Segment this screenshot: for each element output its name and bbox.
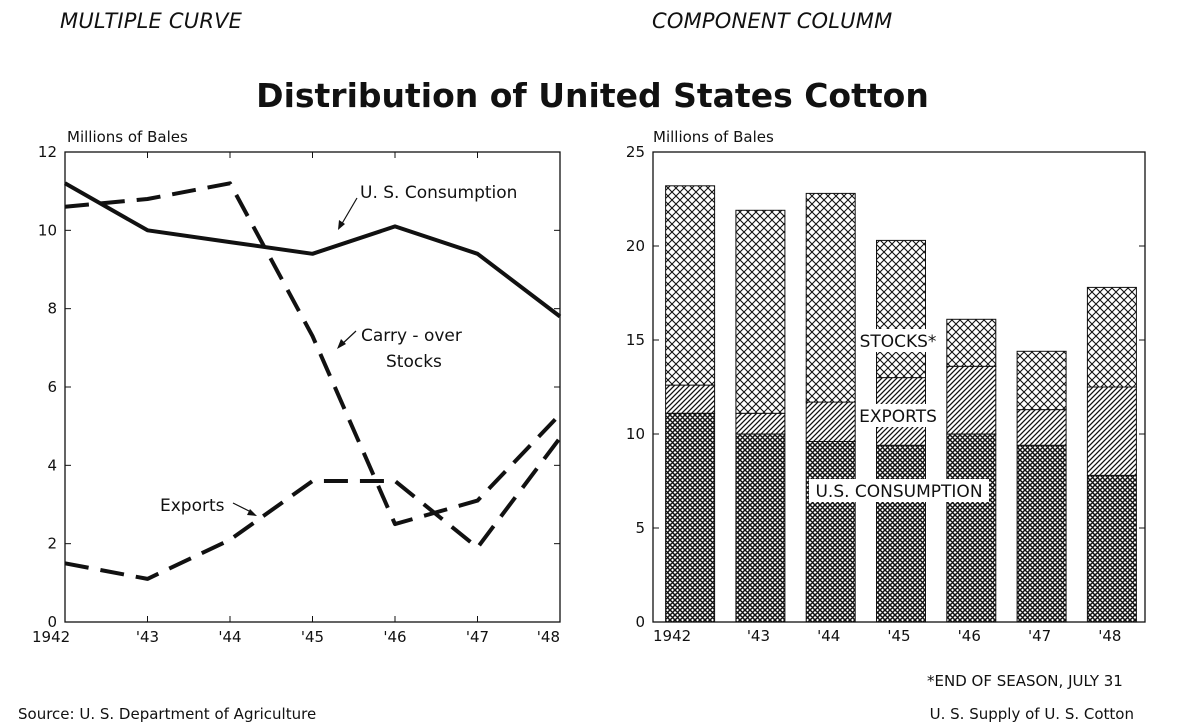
right-y-tick-label: 20 [626, 237, 645, 255]
left-x-tick-label: 1942 [32, 628, 70, 646]
right-x-tick-label: '45 [887, 627, 910, 645]
bar-segment-u-s-consumption-6 [1086, 474, 1137, 623]
figure-title: Distribution of United States Cotton [256, 76, 929, 115]
left-chart-type-label: MULTIPLE CURVE [60, 9, 243, 33]
left-y-axis-label: Millions of Bales [67, 128, 188, 146]
left-plot-frame [64, 151, 561, 623]
season-footnote: *END OF SEASON, JULY 31 [927, 672, 1123, 690]
left-line-chart: Millions of Bales 0 2 4 6 8 10 12 1942 '43 '44 '4… [32, 128, 562, 646]
left-x-tick-label: '45 [301, 628, 324, 646]
left-x-tick-label: '43 [136, 628, 159, 646]
left-series-lines [64, 181, 562, 581]
left-x-tick-label: '48 [537, 628, 560, 646]
left-y-tick-label: 12 [38, 143, 57, 161]
left-series-line-1 [64, 181, 562, 527]
bar-segment-stocks--0 [665, 185, 716, 386]
bar-segment-stocks--6 [1086, 286, 1137, 388]
consumption-label-arrow [338, 197, 358, 230]
left-y-tick-label: 6 [47, 378, 57, 396]
bar-segment-u-s-consumption-3 [876, 444, 926, 623]
right-y-ticks: 0 5 10 15 20 25 [626, 143, 1145, 631]
right-x-tick-label: '46 [958, 627, 981, 645]
bar-segment-u-s-consumption-0 [665, 412, 716, 623]
exports-segment-label-text: EXPORTS [859, 407, 937, 427]
exports-label-arrow [232, 502, 257, 516]
bar-segment-exports-6 [1086, 386, 1137, 476]
right-y-axis-label: Millions of Bales [653, 128, 774, 146]
bar-segment-exports-5 [1016, 409, 1067, 446]
right-x-ticks: 1942 '43 '44 '45 '46 '47 '48 [653, 627, 1121, 645]
left-y-tick-label: 10 [38, 221, 57, 239]
bar-segment-stocks--1 [735, 209, 786, 414]
left-y-ticks: 0 2 4 6 8 10 12 [38, 143, 560, 631]
right-x-tick-label: '43 [747, 627, 770, 645]
consumption-line-label: U. S. Consumption [360, 183, 517, 203]
right-y-tick-label: 15 [626, 331, 645, 349]
left-x-ticks: 1942 '43 '44 '45 '46 '47 '48 [32, 152, 560, 646]
source-note: Source: U. S. Department of Agriculture [18, 705, 316, 723]
bar-segment-u-s-consumption-5 [1016, 444, 1067, 623]
consumption-segment-label: U.S. CONSUMPTION [809, 479, 989, 502]
bar-segment-exports-0 [665, 384, 716, 414]
left-x-tick-label: '46 [383, 628, 406, 646]
stocks-line-label-line2: Stocks [386, 352, 442, 372]
left-x-tick-label: '44 [218, 628, 241, 646]
right-y-tick-label: 10 [626, 425, 645, 443]
right-x-tick-label: '48 [1098, 627, 1121, 645]
bar-segment-u-s-consumption-2 [805, 441, 856, 623]
bar-segment-stocks--3 [876, 239, 926, 379]
right-plot-frame [652, 151, 1146, 623]
bar-segment-exports-2 [805, 401, 856, 442]
consumption-segment-label-text: U.S. CONSUMPTION [815, 482, 982, 502]
right-bars [665, 185, 1137, 623]
left-series-line-2 [64, 436, 562, 581]
right-chart-caption: U. S. Supply of U. S. Cotton [930, 705, 1134, 723]
exports-line-label: Exports [160, 496, 225, 516]
left-y-tick-label: 4 [47, 456, 57, 474]
stocks-segment-label: STOCKS* [857, 329, 939, 352]
stocks-line-label-line1: Carry - over [361, 326, 462, 346]
exports-segment-label: EXPORTS [857, 404, 939, 427]
bar-segment-exports-4 [946, 365, 997, 435]
right-x-tick-label: '47 [1028, 627, 1051, 645]
right-x-tick-label: '44 [817, 627, 840, 645]
left-y-tick-label: 2 [47, 535, 57, 553]
bar-segment-stocks--4 [946, 318, 997, 367]
right-x-tick-label: 1942 [653, 627, 691, 645]
right-y-tick-label: 0 [635, 613, 645, 631]
bar-segment-u-s-consumption-1 [735, 433, 786, 623]
left-x-tick-label: '47 [466, 628, 489, 646]
right-y-tick-label: 5 [635, 519, 645, 537]
stocks-segment-label-text: STOCKS* [860, 332, 937, 352]
left-series-line-0 [64, 181, 562, 319]
left-y-tick-label: 8 [47, 300, 57, 318]
left-y-tick-label: 0 [47, 613, 57, 631]
bar-segment-u-s-consumption-4 [946, 433, 997, 623]
bar-segment-stocks--2 [805, 192, 856, 403]
right-stacked-bar-chart: Millions of Bales 0 5 10 15 20 25 1942 '43 '44 '… [626, 128, 1146, 645]
right-y-tick-label: 25 [626, 143, 645, 161]
bar-segment-stocks--5 [1016, 350, 1067, 411]
right-chart-type-label: COMPONENT COLUMM [652, 9, 893, 33]
bar-segment-exports-1 [735, 412, 786, 435]
stocks-label-arrow [337, 330, 357, 349]
